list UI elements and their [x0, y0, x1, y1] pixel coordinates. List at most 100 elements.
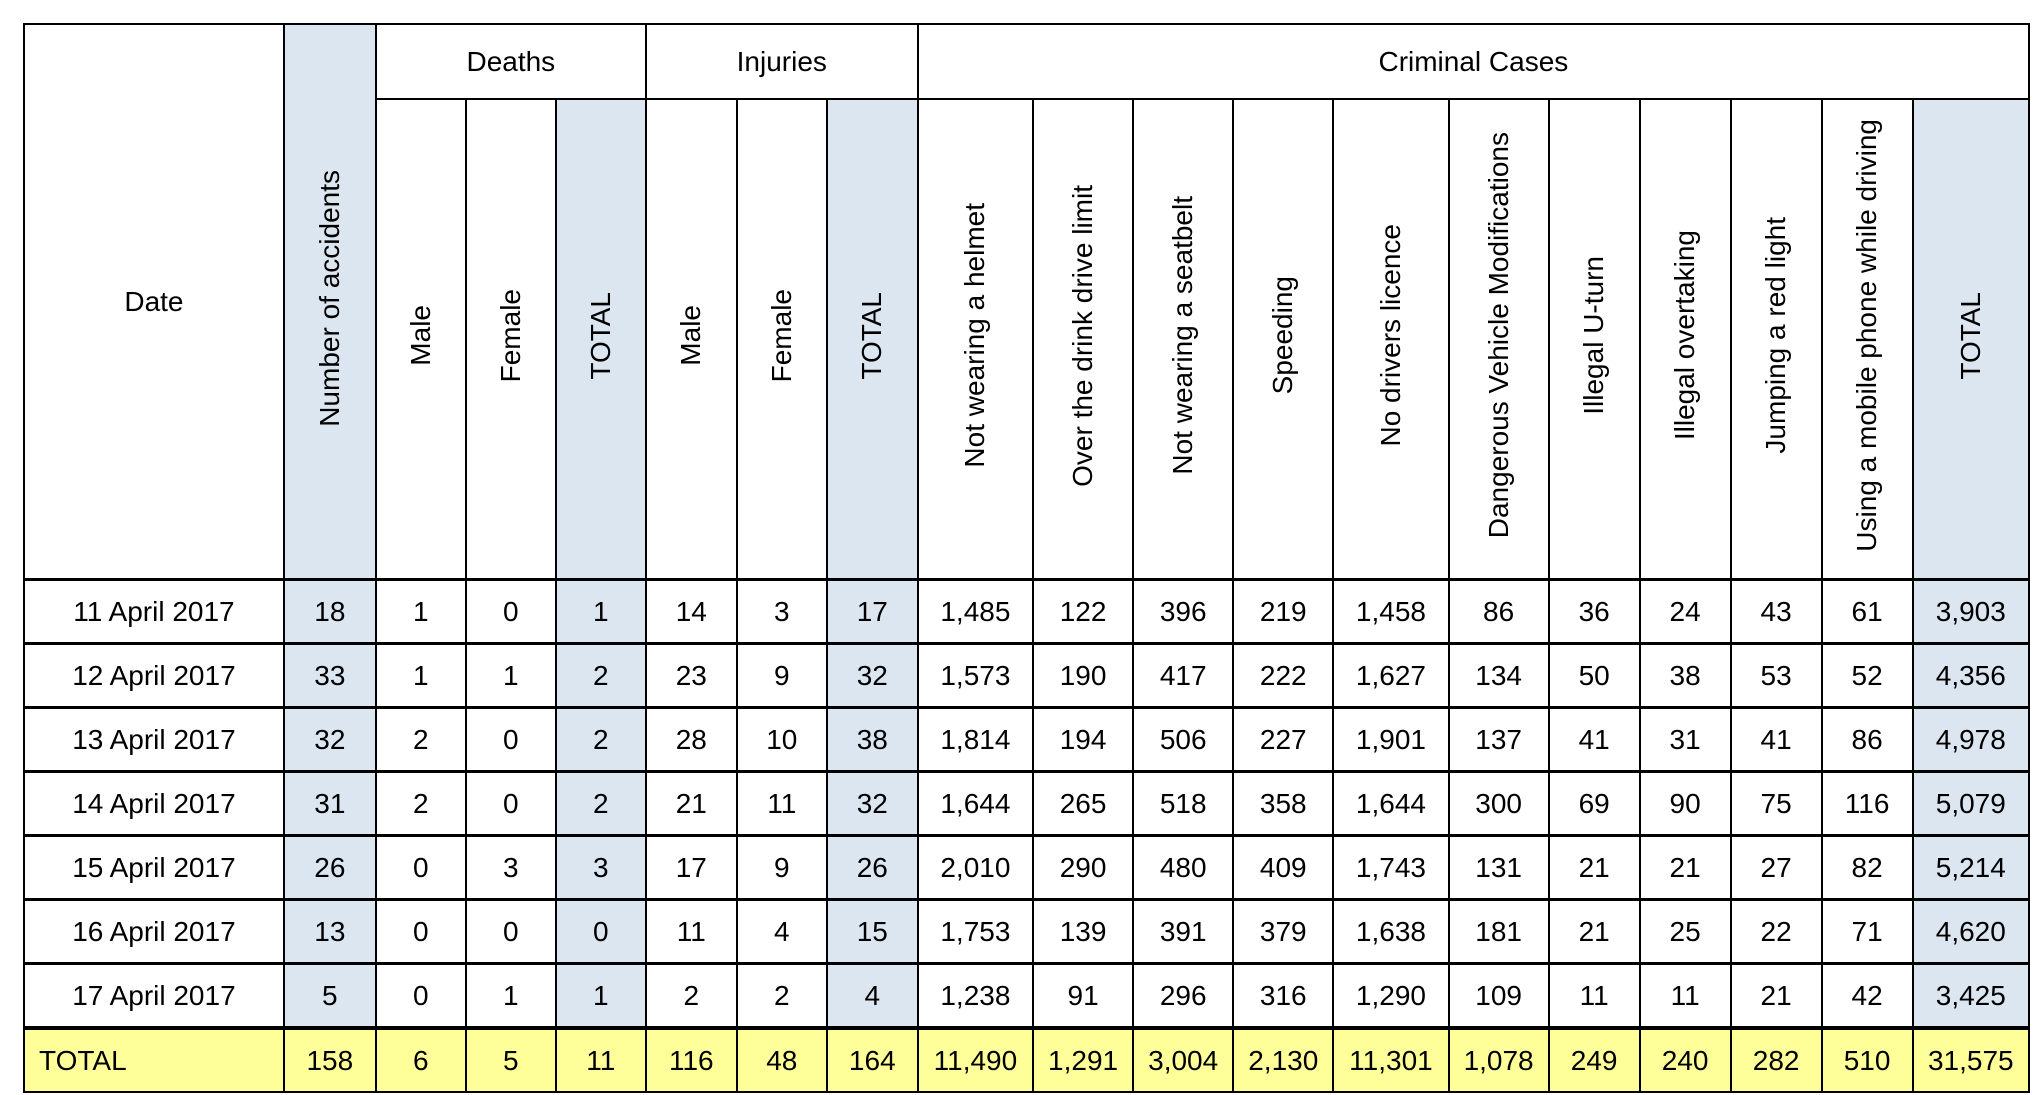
- injuries-total-header: TOTAL: [825, 98, 919, 581]
- criminal-col-label: Using a mobile phone while driving: [1851, 119, 1883, 552]
- table-cell: 52: [1820, 642, 1914, 709]
- table-cell: 27: [1729, 834, 1823, 901]
- table-cell: 86: [1447, 578, 1550, 645]
- table-cell: 2: [735, 962, 828, 1029]
- table-row: 17 April 2017 5 0 1 1 2 2 4 1,238 91 296 316 1,290 10…: [23, 962, 2031, 1029]
- table-cell: 17: [825, 578, 919, 645]
- table-cell: 15: [825, 898, 919, 965]
- table-cell: 122: [1032, 578, 1135, 645]
- table-cell: 1,290: [1332, 962, 1450, 1029]
- table-cell: 1: [554, 578, 647, 645]
- table-cell: 134: [1447, 642, 1550, 709]
- table-cell: 222: [1232, 642, 1335, 709]
- criminal-col-label: Jumping a red light: [1760, 217, 1792, 454]
- table-cell: 5,079: [1911, 770, 2031, 837]
- table-cell: 21: [1547, 834, 1641, 901]
- criminal-col-header: Using a mobile phone while driving: [1820, 98, 1914, 581]
- table-cell: 32: [282, 706, 377, 773]
- total-value-cell: 164: [825, 1026, 919, 1093]
- criminal-col-label: No drivers licence: [1374, 224, 1406, 447]
- date-cell: 12 April 2017: [23, 642, 285, 709]
- header-row-groups: Date Number of accidents Deaths Injuries…: [23, 23, 2031, 581]
- table-cell: 3: [464, 834, 557, 901]
- table-cell: 26: [825, 834, 919, 901]
- deaths-female-header: Female: [464, 98, 557, 581]
- total-row: TOTAL 158 6 5 11 116 48 164 11,490 1,291 3,004 2,13…: [23, 1026, 2031, 1093]
- table-cell: 41: [1547, 706, 1641, 773]
- table-cell: 3: [554, 834, 647, 901]
- injuries-female-label: Female: [765, 288, 797, 383]
- table-cell: 1,644: [916, 770, 1035, 837]
- table-cell: 3,903: [1911, 578, 2031, 645]
- deaths-male-label: Male: [404, 305, 436, 366]
- table-cell: 21: [1729, 962, 1823, 1029]
- table-cell: 5,214: [1911, 834, 2031, 901]
- criminal-total-header: TOTAL: [1911, 98, 2031, 581]
- table-cell: 61: [1820, 578, 1914, 645]
- table-cell: 9: [735, 642, 828, 709]
- table-cell: 396: [1132, 578, 1235, 645]
- total-value-cell: 3,004: [1132, 1026, 1235, 1093]
- table-cell: 0: [464, 706, 557, 773]
- table-cell: 190: [1032, 642, 1135, 709]
- table-cell: 4: [735, 898, 828, 965]
- date-cell: 11 April 2017: [23, 578, 285, 645]
- criminal-col-label: Dangerous Vehicle Modifications: [1482, 132, 1514, 539]
- table-cell: 109: [1447, 962, 1550, 1029]
- table-cell: 506: [1132, 706, 1235, 773]
- table-cell: 21: [1547, 898, 1641, 965]
- table-cell: 2,010: [916, 834, 1035, 901]
- total-value-cell: 282: [1729, 1026, 1823, 1093]
- table-cell: 1,238: [916, 962, 1035, 1029]
- injuries-female-header: Female: [735, 98, 828, 581]
- table-cell: 518: [1132, 770, 1235, 837]
- table-cell: 23: [644, 642, 738, 709]
- criminal-col-header: Illegal overtaking: [1638, 98, 1732, 581]
- total-value-cell: 31,575: [1911, 1026, 2031, 1093]
- table-cell: 3: [735, 578, 828, 645]
- deaths-group-header: Deaths: [374, 23, 647, 100]
- table-cell: 181: [1447, 898, 1550, 965]
- table-cell: 21: [1638, 834, 1732, 901]
- deaths-total-header: TOTAL: [554, 98, 647, 581]
- date-header: Date: [23, 23, 285, 581]
- date-cell: 16 April 2017: [23, 898, 285, 965]
- table-cell: 11: [644, 898, 738, 965]
- date-cell: 14 April 2017: [23, 770, 285, 837]
- table-cell: 11: [1547, 962, 1641, 1029]
- table-cell: 137: [1447, 706, 1550, 773]
- table-cell: 290: [1032, 834, 1135, 901]
- criminal-col-label: Not wearing a helmet: [959, 203, 991, 468]
- table-cell: 4,356: [1911, 642, 2031, 709]
- criminal-group-header: Criminal Cases: [916, 23, 2031, 100]
- table-cell: 1,743: [1332, 834, 1450, 901]
- table-cell: 32: [825, 770, 919, 837]
- table-cell: 28: [644, 706, 738, 773]
- table-cell: 417: [1132, 642, 1235, 709]
- table-cell: 480: [1132, 834, 1235, 901]
- date-cell: 15 April 2017: [23, 834, 285, 901]
- table-cell: 1,573: [916, 642, 1035, 709]
- table-cell: 116: [1820, 770, 1914, 837]
- table-cell: 265: [1032, 770, 1135, 837]
- table-cell: 36: [1547, 578, 1641, 645]
- header-row-columns: Male Female TOTAL Male Female TOTAL Not …: [24, 98, 2031, 581]
- deaths-male-header: Male: [374, 98, 467, 581]
- table-cell: 2: [554, 642, 647, 709]
- total-value-cell: 510: [1820, 1026, 1914, 1093]
- table-cell: 0: [464, 770, 557, 837]
- table-cell: 1,627: [1332, 642, 1450, 709]
- table-cell: 1: [554, 962, 647, 1029]
- table-cell: 10: [735, 706, 828, 773]
- criminal-total-label: TOTAL: [1954, 291, 1986, 380]
- table-row: 11 April 2017 18 1 0 1 14 3 17 1,485 122 396 219 1,4…: [23, 578, 2031, 645]
- injuries-male-header: Male: [644, 98, 738, 581]
- total-label-cell: TOTAL: [23, 1026, 285, 1093]
- table-cell: 9: [735, 834, 828, 901]
- table-cell: 1,458: [1332, 578, 1450, 645]
- total-value-cell: 1,078: [1447, 1026, 1550, 1093]
- table-cell: 5: [282, 962, 377, 1029]
- total-value-cell: 6: [374, 1026, 467, 1093]
- table-cell: 4: [825, 962, 919, 1029]
- table-cell: 194: [1032, 706, 1135, 773]
